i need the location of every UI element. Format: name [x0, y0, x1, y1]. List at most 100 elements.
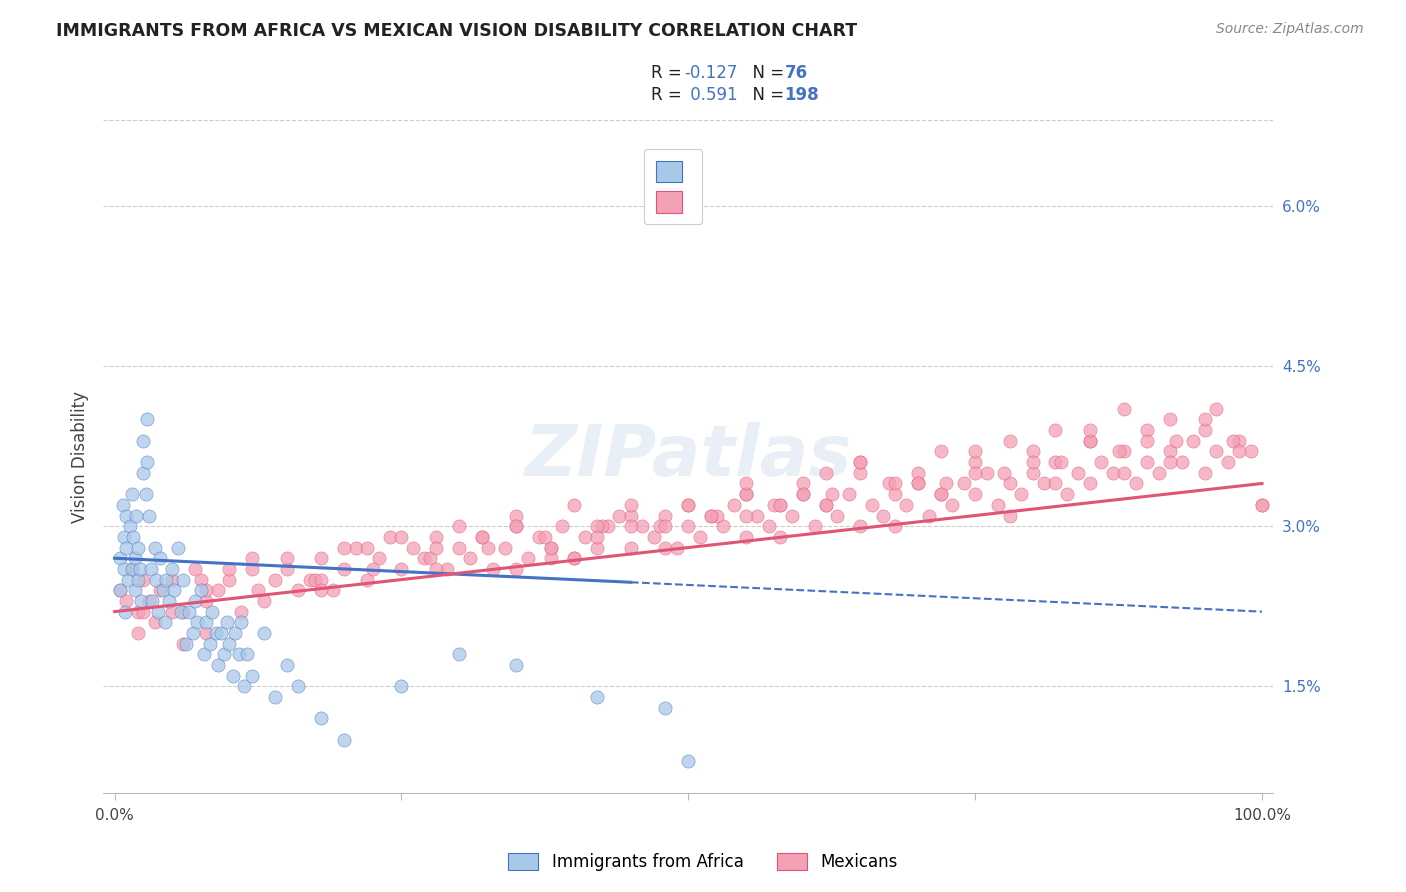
Point [186, 615, 208, 630]
Point [110, 551, 132, 566]
Point [918, 508, 941, 523]
Point [1222, 434, 1244, 448]
Point [135, 487, 157, 501]
Point [860, 498, 883, 512]
Point [1021, 455, 1043, 469]
Point [143, 541, 166, 555]
Point [121, 487, 143, 501]
Point [505, 562, 527, 576]
Legend: Immigrants from Africa, Mexicans: Immigrants from Africa, Mexicans [501, 845, 905, 880]
Point [609, 508, 631, 523]
Point [436, 562, 458, 576]
Point [1050, 455, 1073, 469]
Point [322, 583, 344, 598]
Point [849, 466, 872, 480]
Point [195, 615, 218, 630]
Point [838, 487, 860, 501]
Point [170, 605, 193, 619]
Point [689, 530, 711, 544]
Point [229, 615, 252, 630]
Text: IMMIGRANTS FROM AFRICA VS MEXICAN VISION DISABILITY CORRELATION CHART: IMMIGRANTS FROM AFRICA VS MEXICAN VISION… [56, 22, 858, 40]
Point [135, 412, 157, 426]
Point [121, 562, 143, 576]
Point [1114, 466, 1136, 480]
Point [132, 466, 155, 480]
Point [172, 637, 194, 651]
Point [877, 476, 900, 491]
Point [1108, 444, 1130, 458]
Point [505, 519, 527, 533]
Text: N =: N = [742, 87, 790, 104]
Point [112, 562, 135, 576]
Point [153, 615, 176, 630]
Point [1067, 466, 1090, 480]
Point [198, 637, 221, 651]
Point [179, 605, 201, 619]
Point [827, 508, 849, 523]
Point [734, 508, 756, 523]
Point [872, 508, 894, 523]
Point [129, 594, 152, 608]
Point [247, 583, 270, 598]
Point [792, 487, 814, 501]
Point [207, 658, 229, 673]
Point [585, 519, 607, 533]
Point [240, 562, 263, 576]
Point [883, 476, 905, 491]
Point [181, 626, 204, 640]
Point [654, 508, 676, 523]
Point [118, 519, 141, 533]
Point [157, 594, 180, 608]
Point [224, 626, 246, 640]
Point [814, 498, 837, 512]
Point [1194, 466, 1216, 480]
Point [309, 573, 332, 587]
Point [1170, 455, 1192, 469]
Point [111, 498, 134, 512]
Point [896, 498, 918, 512]
Point [780, 508, 803, 523]
Point [458, 551, 481, 566]
Point [471, 530, 494, 544]
Point [115, 508, 138, 523]
Point [402, 541, 425, 555]
Point [1147, 466, 1170, 480]
Point [1045, 423, 1067, 437]
Point [141, 594, 163, 608]
Point [298, 573, 321, 587]
Point [758, 519, 780, 533]
Point [152, 583, 174, 598]
Point [482, 562, 505, 576]
Point [124, 583, 146, 598]
Point [1045, 455, 1067, 469]
Point [195, 583, 218, 598]
Point [907, 476, 929, 491]
Point [998, 434, 1021, 448]
Point [648, 519, 671, 533]
Point [1078, 434, 1101, 448]
Point [125, 508, 148, 523]
Point [143, 615, 166, 630]
Point [678, 519, 700, 533]
Point [276, 551, 298, 566]
Point [122, 530, 145, 544]
Point [562, 498, 585, 512]
Point [110, 583, 132, 598]
Point [1114, 401, 1136, 416]
Point [1251, 498, 1274, 512]
Point [135, 455, 157, 469]
Point [1056, 487, 1078, 501]
Point [1021, 444, 1043, 458]
Point [145, 573, 167, 587]
Point [115, 594, 138, 608]
Point [849, 455, 872, 469]
Point [654, 519, 676, 533]
Point [1136, 455, 1159, 469]
Point [304, 573, 326, 587]
Point [678, 754, 700, 768]
Point [849, 519, 872, 533]
Point [929, 444, 952, 458]
Point [1090, 455, 1112, 469]
Point [1078, 423, 1101, 437]
Point [233, 680, 256, 694]
